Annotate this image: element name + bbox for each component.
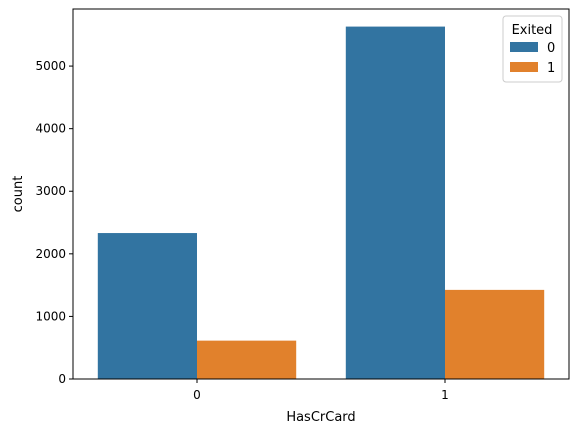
x-tick-label: 0 — [193, 388, 201, 402]
legend: Exited 0 1 — [502, 15, 563, 83]
legend-label-1: 1 — [547, 61, 555, 76]
y-axis-label: count — [11, 176, 26, 213]
y-tick-label: 2000 — [35, 247, 66, 261]
legend-title: Exited — [512, 23, 553, 38]
bar-hascrcard-1-exited-1 — [445, 289, 545, 379]
bars-group — [97, 26, 545, 379]
legend-swatch-1 — [510, 62, 538, 72]
bar-hascrcard-0-exited-0 — [97, 233, 197, 379]
bar-hascrcard-1-exited-0 — [345, 26, 445, 379]
y-tick-label: 3000 — [35, 184, 66, 198]
y-tick-label: 0 — [58, 372, 66, 386]
bar-hascrcard-0-exited-1 — [197, 340, 297, 379]
y-axis-ticks: 0 1000 2000 3000 4000 5000 — [35, 59, 73, 386]
legend-swatch-0 — [510, 42, 538, 52]
y-tick-label: 4000 — [35, 122, 66, 136]
y-tick-label: 5000 — [35, 59, 66, 73]
legend-label-0: 0 — [547, 41, 555, 56]
x-axis-label: HasCrCard — [286, 410, 355, 425]
plot-frame — [72, 8, 570, 380]
y-tick-label: 1000 — [35, 309, 66, 323]
x-tick-label: 1 — [441, 388, 449, 402]
